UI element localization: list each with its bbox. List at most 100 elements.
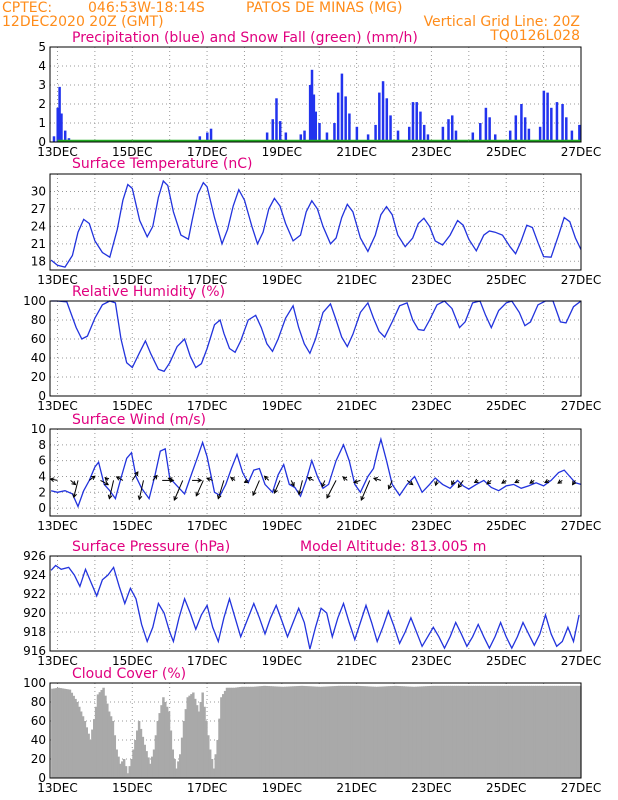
cloud-bar <box>216 740 219 778</box>
precip-bar <box>415 102 418 142</box>
wind-vector-head <box>290 481 295 487</box>
cloud-bar <box>466 685 470 778</box>
temp-xtick: 27DEC <box>561 273 601 287</box>
precip-bar <box>378 92 381 142</box>
pressure-line <box>50 564 580 650</box>
precip-ytick: 2 <box>38 97 46 111</box>
cloud-bar <box>327 686 331 778</box>
cloud-bar <box>177 761 180 778</box>
wind-ytick: 10 <box>31 422 46 436</box>
cloud-frame <box>49 682 582 779</box>
cloud-bar <box>300 685 304 778</box>
wind-vector-head <box>137 495 143 501</box>
temp-title: Surface Temperature (nC) <box>72 156 253 172</box>
temp-panel: 18 21 24 27 30 13DEC 15DEC 17DEC 19DEC 21DEC 23DEC… <box>31 156 602 287</box>
precip-title: Precipitation (blue) and Snow Fall (gree… <box>72 30 418 46</box>
precip-bar <box>447 119 450 142</box>
cloud-bar <box>253 686 257 778</box>
cloud-bar <box>506 685 509 778</box>
cloud-bar <box>404 686 408 778</box>
cloud-bar <box>102 687 105 778</box>
cloud-title: Cloud Cover (%) <box>72 666 186 682</box>
cloud-bar <box>522 685 526 778</box>
wind-vector-head <box>353 479 359 484</box>
wind-vector <box>138 480 144 500</box>
precip-xtick: 19DEC <box>262 145 302 159</box>
pressure-ytick: 924 <box>23 568 46 582</box>
wind-xtick: 27DEC <box>561 519 601 533</box>
rh-xtick: 27DEC <box>561 399 601 413</box>
cloud-bar <box>150 756 154 778</box>
wind-title: Surface Wind (m/s) <box>72 412 206 428</box>
pressure-xtick: 27DEC <box>561 654 601 668</box>
cloud-bar <box>294 686 297 778</box>
cloud-bar <box>325 686 329 778</box>
temp-ytick: 21 <box>31 237 46 251</box>
cloud-bar <box>545 685 549 778</box>
precip-bar <box>284 132 288 142</box>
cloud-bar <box>288 686 291 778</box>
cloud-bar <box>70 692 74 778</box>
precip-bar <box>325 132 329 142</box>
cloud-xtick: 25DEC <box>486 781 526 795</box>
precip-bar <box>422 124 426 142</box>
temp-line <box>50 179 582 268</box>
header-datetime: 12DEC2020 20Z (GMT) <box>2 14 164 30</box>
wind-vector <box>195 480 204 497</box>
wind-vector <box>298 480 303 495</box>
cloud-xtick: 21DEC <box>336 781 376 795</box>
pressure-xtick: 15DEC <box>112 654 152 668</box>
pressure-xtick: 23DEC <box>411 654 451 668</box>
cloud-bar <box>83 721 87 778</box>
wind-vector-head <box>173 495 178 501</box>
cloud-bar <box>547 685 551 778</box>
cloud-bar <box>468 685 472 778</box>
wind-vector <box>116 476 124 481</box>
cloud-bar <box>464 685 468 778</box>
precip-bar <box>514 115 518 142</box>
cloud-bar <box>439 685 443 778</box>
pressure-panel: 916 918 920 922 924 926 13DEC 15DEC 17DEC 19DEC 21… <box>23 539 601 668</box>
model-altitude: Model Altitude: 813.005 m <box>300 539 486 555</box>
header-grid-note: Vertical Grid Line: 20Z <box>424 14 580 30</box>
pressure-xtick: 17DEC <box>187 654 227 668</box>
cloud-xtick: 15DEC <box>112 781 152 795</box>
precip-bar <box>419 111 422 142</box>
cloud-bar <box>377 686 381 778</box>
cloud-bar <box>179 754 182 778</box>
cloud-bar <box>68 689 72 778</box>
temp-frame <box>49 173 582 271</box>
cloud-bar <box>408 686 412 778</box>
precip-bar <box>520 104 523 142</box>
wind-vector-head <box>115 476 121 481</box>
cloud-bar <box>149 763 152 778</box>
cloud-ytick: 40 <box>31 733 46 747</box>
wind-vector-head <box>557 479 563 484</box>
precip-bar <box>308 85 312 142</box>
wind-vector <box>290 480 295 487</box>
wind-vector-head <box>216 494 222 500</box>
cloud-bar <box>242 686 246 778</box>
cloud-bar <box>277 686 281 778</box>
cloud-bar <box>379 686 383 778</box>
cloud-bar <box>156 721 160 778</box>
precip-bar <box>198 136 202 142</box>
cloud-bar <box>431 685 435 778</box>
rh-xtick: 19DEC <box>262 399 302 413</box>
cloud-bar <box>524 685 528 778</box>
cloud-bar <box>250 686 253 778</box>
cloud-bar <box>147 757 150 778</box>
cloud-bar <box>111 721 115 778</box>
cloud-bar <box>94 706 98 778</box>
cloud-bar <box>261 686 264 778</box>
cloud-bar <box>348 685 352 778</box>
precip-bar <box>265 132 269 142</box>
cloud-bar <box>76 702 79 778</box>
wind-ytick: 0 <box>38 501 46 515</box>
precip-bar <box>546 92 549 142</box>
cloud-bar <box>358 685 362 778</box>
cloud-bar <box>184 709 188 778</box>
cloud-bar <box>369 686 372 778</box>
cloud-bar <box>104 695 107 778</box>
wind-frame <box>49 428 582 517</box>
